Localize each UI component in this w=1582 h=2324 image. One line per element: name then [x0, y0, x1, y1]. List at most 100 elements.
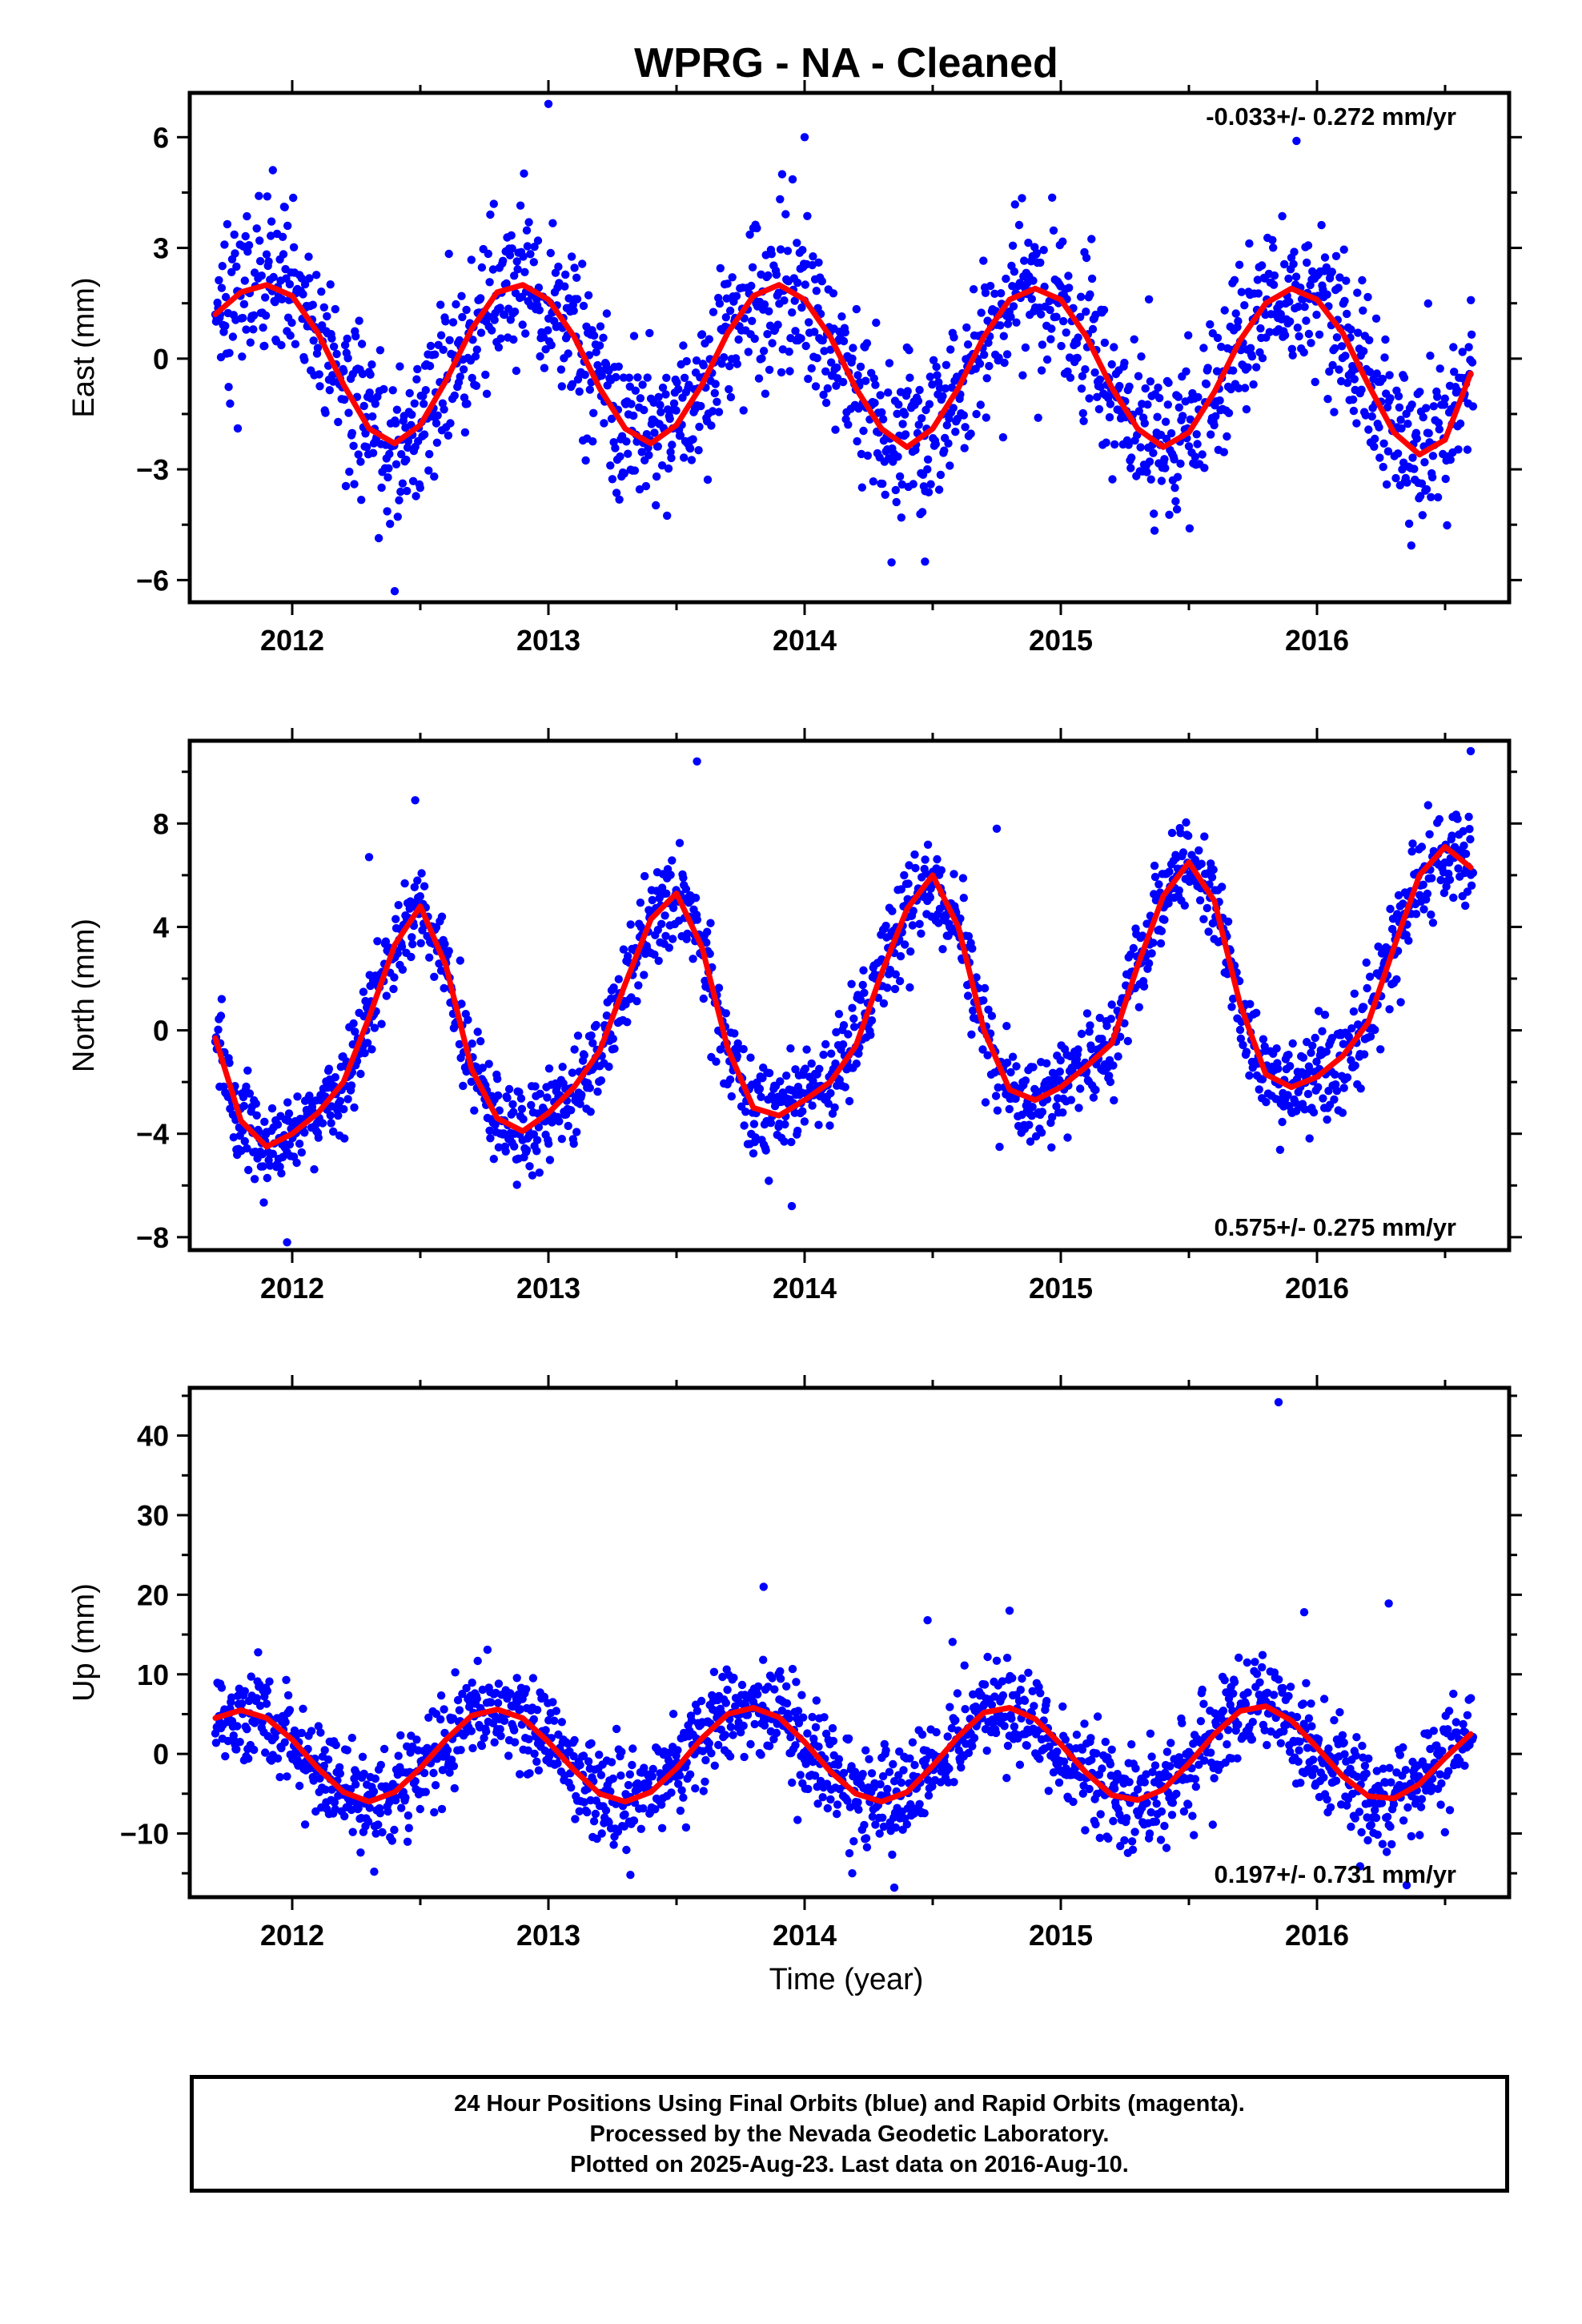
east-data-point: [291, 340, 300, 348]
north-data-point: [1408, 839, 1417, 848]
east-data-point: [951, 428, 960, 436]
east-data-point: [255, 236, 264, 245]
north-data-point: [1176, 829, 1185, 838]
east-data-point: [408, 476, 418, 485]
east-data-point: [1243, 363, 1252, 372]
east-data-point: [1194, 392, 1203, 402]
up-data-point: [1145, 1829, 1154, 1838]
north-data-point: [573, 1031, 583, 1040]
east-data-point: [785, 348, 793, 356]
east-data-point: [733, 360, 741, 368]
north-data-point: [1258, 1075, 1267, 1084]
east-data-point: [917, 508, 927, 517]
north-data-point: [895, 976, 905, 986]
east-data-point: [1311, 377, 1319, 387]
north-x-tick-label: 2016: [1285, 1272, 1349, 1305]
up-data-point: [607, 1758, 616, 1767]
east-data-point: [392, 405, 402, 414]
east-data-point: [233, 424, 243, 433]
up-data-point: [1058, 1702, 1067, 1711]
east-data-point: [592, 348, 600, 356]
east-data-point: [1422, 485, 1431, 494]
north-data-point: [1106, 1015, 1116, 1023]
north-data-point: [1047, 1143, 1056, 1152]
east-data-point: [313, 344, 323, 352]
north-data-point: [693, 915, 702, 924]
east-data-point: [1407, 541, 1416, 550]
east-data-point: [1034, 413, 1042, 422]
up-data-point: [953, 1689, 962, 1698]
east-data-point: [1468, 358, 1477, 367]
up-data-point: [496, 1731, 505, 1740]
north-data-point: [1144, 959, 1154, 968]
east-data-point: [961, 423, 970, 432]
up-data-point: [421, 1787, 430, 1796]
north-data-point: [849, 1023, 859, 1031]
east-data-point: [894, 400, 903, 409]
north-data-point: [1089, 1093, 1098, 1102]
north-data-point: [569, 1140, 578, 1148]
north-data-point: [1366, 1032, 1375, 1041]
up-data-point: [710, 1761, 719, 1770]
up-data-point: [516, 1705, 525, 1714]
east-data-point: [656, 408, 665, 416]
north-data-point: [585, 1084, 594, 1092]
north-data-point: [1028, 1103, 1037, 1112]
north-data-point: [250, 1175, 259, 1184]
up-data-point: [528, 1674, 538, 1683]
east-data-point: [1397, 424, 1406, 433]
north-data-point: [373, 937, 382, 946]
up-data-point: [814, 1742, 823, 1751]
east-data-point: [944, 439, 953, 448]
up-data-point: [255, 1701, 265, 1711]
east-data-point: [1398, 465, 1407, 474]
up-data-point: [1015, 1760, 1025, 1769]
north-data-point: [370, 1023, 379, 1032]
east-data-point: [432, 419, 441, 428]
east-data-point: [561, 270, 570, 279]
east-data-point: [1359, 347, 1368, 356]
up-data-point: [1191, 1782, 1201, 1791]
up-data-point: [862, 1843, 872, 1852]
up-data-point: [1093, 1712, 1102, 1721]
up-data-point: [1220, 1675, 1229, 1685]
north-data-point: [217, 995, 227, 1003]
east-data-point: [1105, 412, 1114, 422]
east-data-point: [905, 346, 913, 355]
up-data-point: [351, 1768, 361, 1778]
up-data-point: [833, 1800, 842, 1809]
east-data-point: [854, 404, 863, 413]
up-data-point: [570, 1735, 579, 1745]
east-data-point: [808, 260, 817, 270]
east-data-point: [343, 334, 351, 344]
north-data-point: [891, 970, 901, 979]
up-data-point: [429, 1768, 438, 1778]
east-data-point: [1341, 352, 1350, 360]
north-data-point: [981, 1098, 990, 1107]
east-data-point: [1059, 316, 1068, 326]
east-data-point: [721, 313, 730, 322]
north-data-point: [706, 919, 715, 927]
north-data-point: [888, 907, 897, 915]
east-data-point: [723, 279, 732, 288]
up-data-point: [297, 1728, 306, 1738]
east-data-point: [872, 318, 881, 328]
east-data-point: [695, 422, 704, 432]
north-data-point: [324, 1064, 334, 1073]
north-data-point: [339, 1104, 348, 1114]
north-data-point: [398, 965, 408, 975]
up-data-point: [597, 1829, 606, 1838]
north-data-point: [531, 1082, 540, 1091]
north-data-point: [896, 951, 905, 961]
up-data-point: [468, 1743, 477, 1753]
north-data-point: [413, 876, 422, 885]
east-data-point: [662, 373, 671, 382]
east-data-point: [520, 267, 529, 276]
east-data-point: [764, 271, 773, 280]
up-data-point: [1146, 1729, 1155, 1738]
up-data-point: [340, 1811, 349, 1821]
north-data-point: [984, 1005, 993, 1015]
north-data-point: [1331, 1080, 1340, 1089]
east-data-point: [753, 223, 761, 233]
north-data-point: [834, 1010, 844, 1019]
